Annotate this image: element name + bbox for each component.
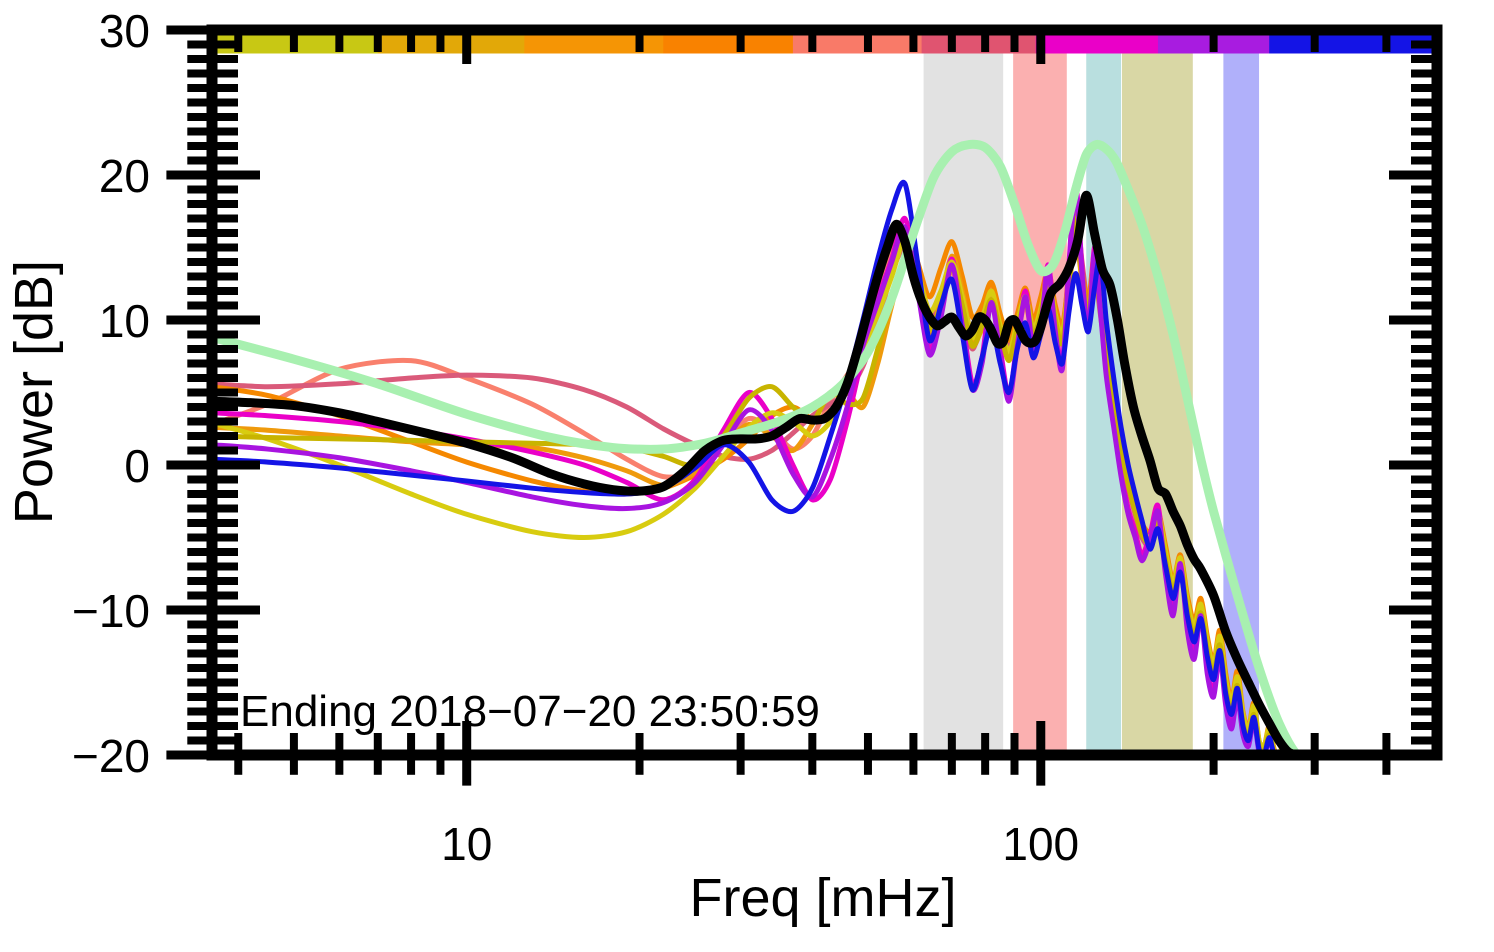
series-spectrum-lightgreen bbox=[212, 139, 1320, 755]
colorbar-segment-2 bbox=[524, 35, 665, 54]
x-tick-label: 100 bbox=[1002, 818, 1079, 870]
y-tick-label: 10 bbox=[99, 295, 150, 347]
band-gray bbox=[923, 30, 1004, 755]
colorbar-segment-5 bbox=[921, 35, 1037, 54]
y-tick-label: −10 bbox=[72, 585, 150, 637]
x-axis-title: Freq [mHz] bbox=[689, 868, 956, 928]
axis-ticks bbox=[166, 25, 1437, 786]
axis-tick-labels: 10 100 −20 −10 0 10 20 30 bbox=[72, 5, 1079, 870]
y-tick-label: 20 bbox=[99, 150, 150, 202]
colorbar-segment-3 bbox=[663, 35, 794, 54]
time-colorbar bbox=[212, 35, 1437, 54]
y-tick-label: 0 bbox=[124, 440, 150, 492]
series-spectrum-blue bbox=[212, 179, 1296, 755]
band-pink bbox=[1013, 30, 1067, 755]
ending-timestamp-annotation: Ending 2018−07−20 23:50:59 bbox=[240, 687, 820, 736]
colorbar-segment-6 bbox=[1035, 35, 1159, 54]
colorbar-segment-4 bbox=[792, 35, 923, 54]
y-axis-title: Power [dB] bbox=[4, 260, 64, 524]
colorbar-segment-1 bbox=[377, 35, 526, 54]
y-tick-label: 30 bbox=[99, 5, 150, 57]
spectra-curves-group bbox=[212, 139, 1320, 755]
y-tick-label: −20 bbox=[72, 730, 150, 782]
x-tick-label: 10 bbox=[441, 818, 492, 870]
series-mean-spectrum bbox=[212, 190, 1302, 755]
